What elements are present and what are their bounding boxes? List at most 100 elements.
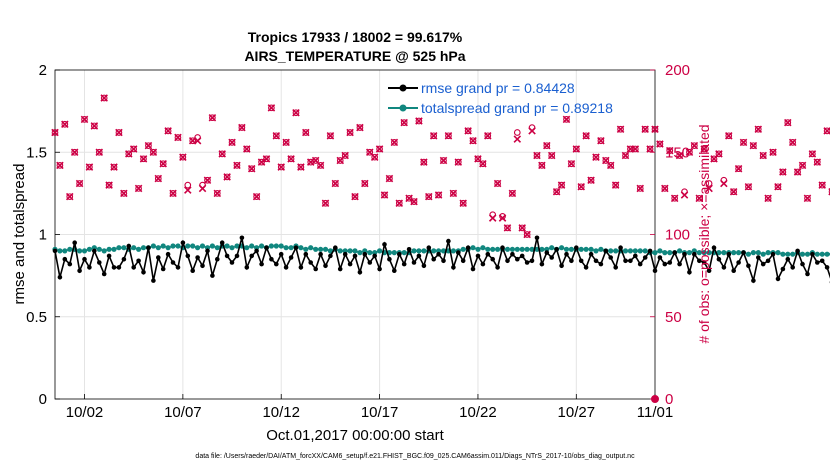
totalspread-point: [352, 248, 358, 254]
obs-possible-point: [612, 181, 620, 189]
totalspread-point: [298, 245, 304, 251]
obs-end-marker: [651, 395, 659, 403]
obs-assimilated-point: [533, 151, 541, 160]
rmse-point: [800, 261, 805, 267]
rmse-point: [578, 258, 584, 264]
totalspread-point: [814, 251, 820, 257]
totalspread-point: [799, 251, 806, 257]
obs-assimilated-point: [469, 136, 477, 145]
rmse-point: [623, 258, 628, 264]
totalspread-point: [583, 246, 589, 252]
rmse-point: [495, 265, 500, 270]
totalspread-point: [436, 248, 442, 254]
obs-assimilated-point: [700, 145, 708, 153]
obs-assimilated-point: [788, 138, 797, 147]
obs-assimilated-point: [316, 161, 325, 170]
obs-assimilated-point: [429, 132, 438, 140]
totalspread-point: [111, 246, 117, 252]
obs-possible-point: [666, 147, 674, 154]
rmse-point: [313, 266, 319, 272]
rmse-point: [810, 251, 815, 257]
totalspread-point: [377, 248, 383, 254]
totalspread-point: [667, 250, 673, 256]
totalspread-point: [362, 248, 368, 254]
totalspread-point: [760, 251, 766, 257]
totalspread-point: [549, 245, 555, 251]
rmse-point: [642, 255, 648, 260]
rmse-point: [593, 258, 599, 264]
obs-assimilated-point: [444, 132, 453, 140]
obs-possible-point: [154, 175, 162, 182]
totalspread-point: [509, 246, 515, 252]
totalspread-point: [268, 243, 274, 249]
left-tick-label: 0: [39, 391, 47, 408]
obs-possible-point: [572, 145, 580, 153]
obs-assimilated-point: [793, 168, 802, 176]
rmse-point: [170, 260, 176, 265]
obs-possible-point: [809, 150, 816, 158]
obs-assimilated-point: [813, 158, 822, 166]
rmse-point: [136, 258, 141, 264]
obs-assimilated-point: [262, 155, 271, 163]
obs-assimilated-point: [208, 113, 217, 122]
obs-assimilated-point: [282, 138, 290, 147]
totalspread-point: [559, 245, 565, 251]
obs-assimilated-point: [257, 158, 266, 166]
obs-possible-point: [386, 175, 393, 182]
obs-assimilated-point: [675, 151, 684, 160]
rmse-point: [583, 265, 589, 270]
obs-possible-point: [366, 148, 374, 156]
rmse-point: [210, 273, 215, 278]
totalspread-point: [519, 246, 525, 252]
obs-possible-point: [504, 224, 511, 232]
rmse-point: [706, 268, 712, 274]
totalspread-point: [337, 248, 343, 254]
rmse-point: [200, 263, 205, 269]
obs-possible-point: [745, 183, 752, 191]
obs-possible-point: [81, 115, 88, 123]
rmse-point: [657, 255, 663, 260]
obs-possible-point: [607, 162, 615, 169]
obs-assimilated-point: [213, 189, 222, 198]
obs-possible-point: [435, 191, 442, 199]
obs-possible-point: [661, 185, 669, 192]
x-tick-label: 11/01: [637, 404, 673, 421]
rmse-point: [549, 255, 554, 260]
obs-assimilated-point: [823, 127, 830, 135]
totalspread-point: [81, 248, 88, 254]
rmse-point: [574, 245, 579, 250]
obs-possible-point: [509, 190, 516, 197]
obs-possible-point: [130, 145, 138, 153]
obs-possible-point: [110, 163, 118, 171]
rmse-point: [480, 261, 486, 267]
obs-assimilated-point: [80, 115, 89, 124]
totalspread-point: [199, 243, 206, 249]
rmse-point: [372, 253, 378, 259]
obs-assimilated-point: [562, 115, 571, 124]
obs-assimilated-point: [139, 155, 148, 163]
obs-possible-point: [327, 132, 334, 140]
totalspread-point: [563, 246, 570, 252]
obs-assimilated-point: [326, 132, 335, 140]
obs-possible-point: [754, 125, 762, 133]
obs-assimilated-point: [656, 140, 664, 148]
x-tick-label: 10/12: [262, 404, 300, 421]
obs-possible-point: [553, 188, 560, 196]
obs-assimilated-point: [685, 148, 694, 157]
rmse-point: [180, 240, 186, 245]
legend-spread-marker: [399, 104, 407, 112]
obs-assimilated-point: [705, 184, 713, 193]
obs-possible-point: [268, 104, 275, 112]
obs-possible-point: [415, 117, 423, 125]
rmse-point: [244, 265, 250, 270]
obs-assimilated-point: [380, 191, 389, 199]
obs-possible-point: [543, 142, 551, 150]
obs-possible-point: [710, 155, 718, 163]
rmse-point: [342, 251, 348, 257]
rmse-point: [288, 255, 294, 260]
totalspread-point: [131, 245, 137, 251]
rmse-point: [406, 247, 412, 252]
rmse-point: [608, 255, 613, 260]
obs-possible-point: [371, 153, 379, 161]
obs-possible-point: [100, 94, 108, 102]
